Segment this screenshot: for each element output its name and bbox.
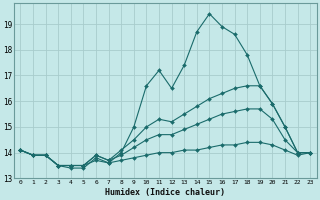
X-axis label: Humidex (Indice chaleur): Humidex (Indice chaleur) xyxy=(105,188,225,197)
